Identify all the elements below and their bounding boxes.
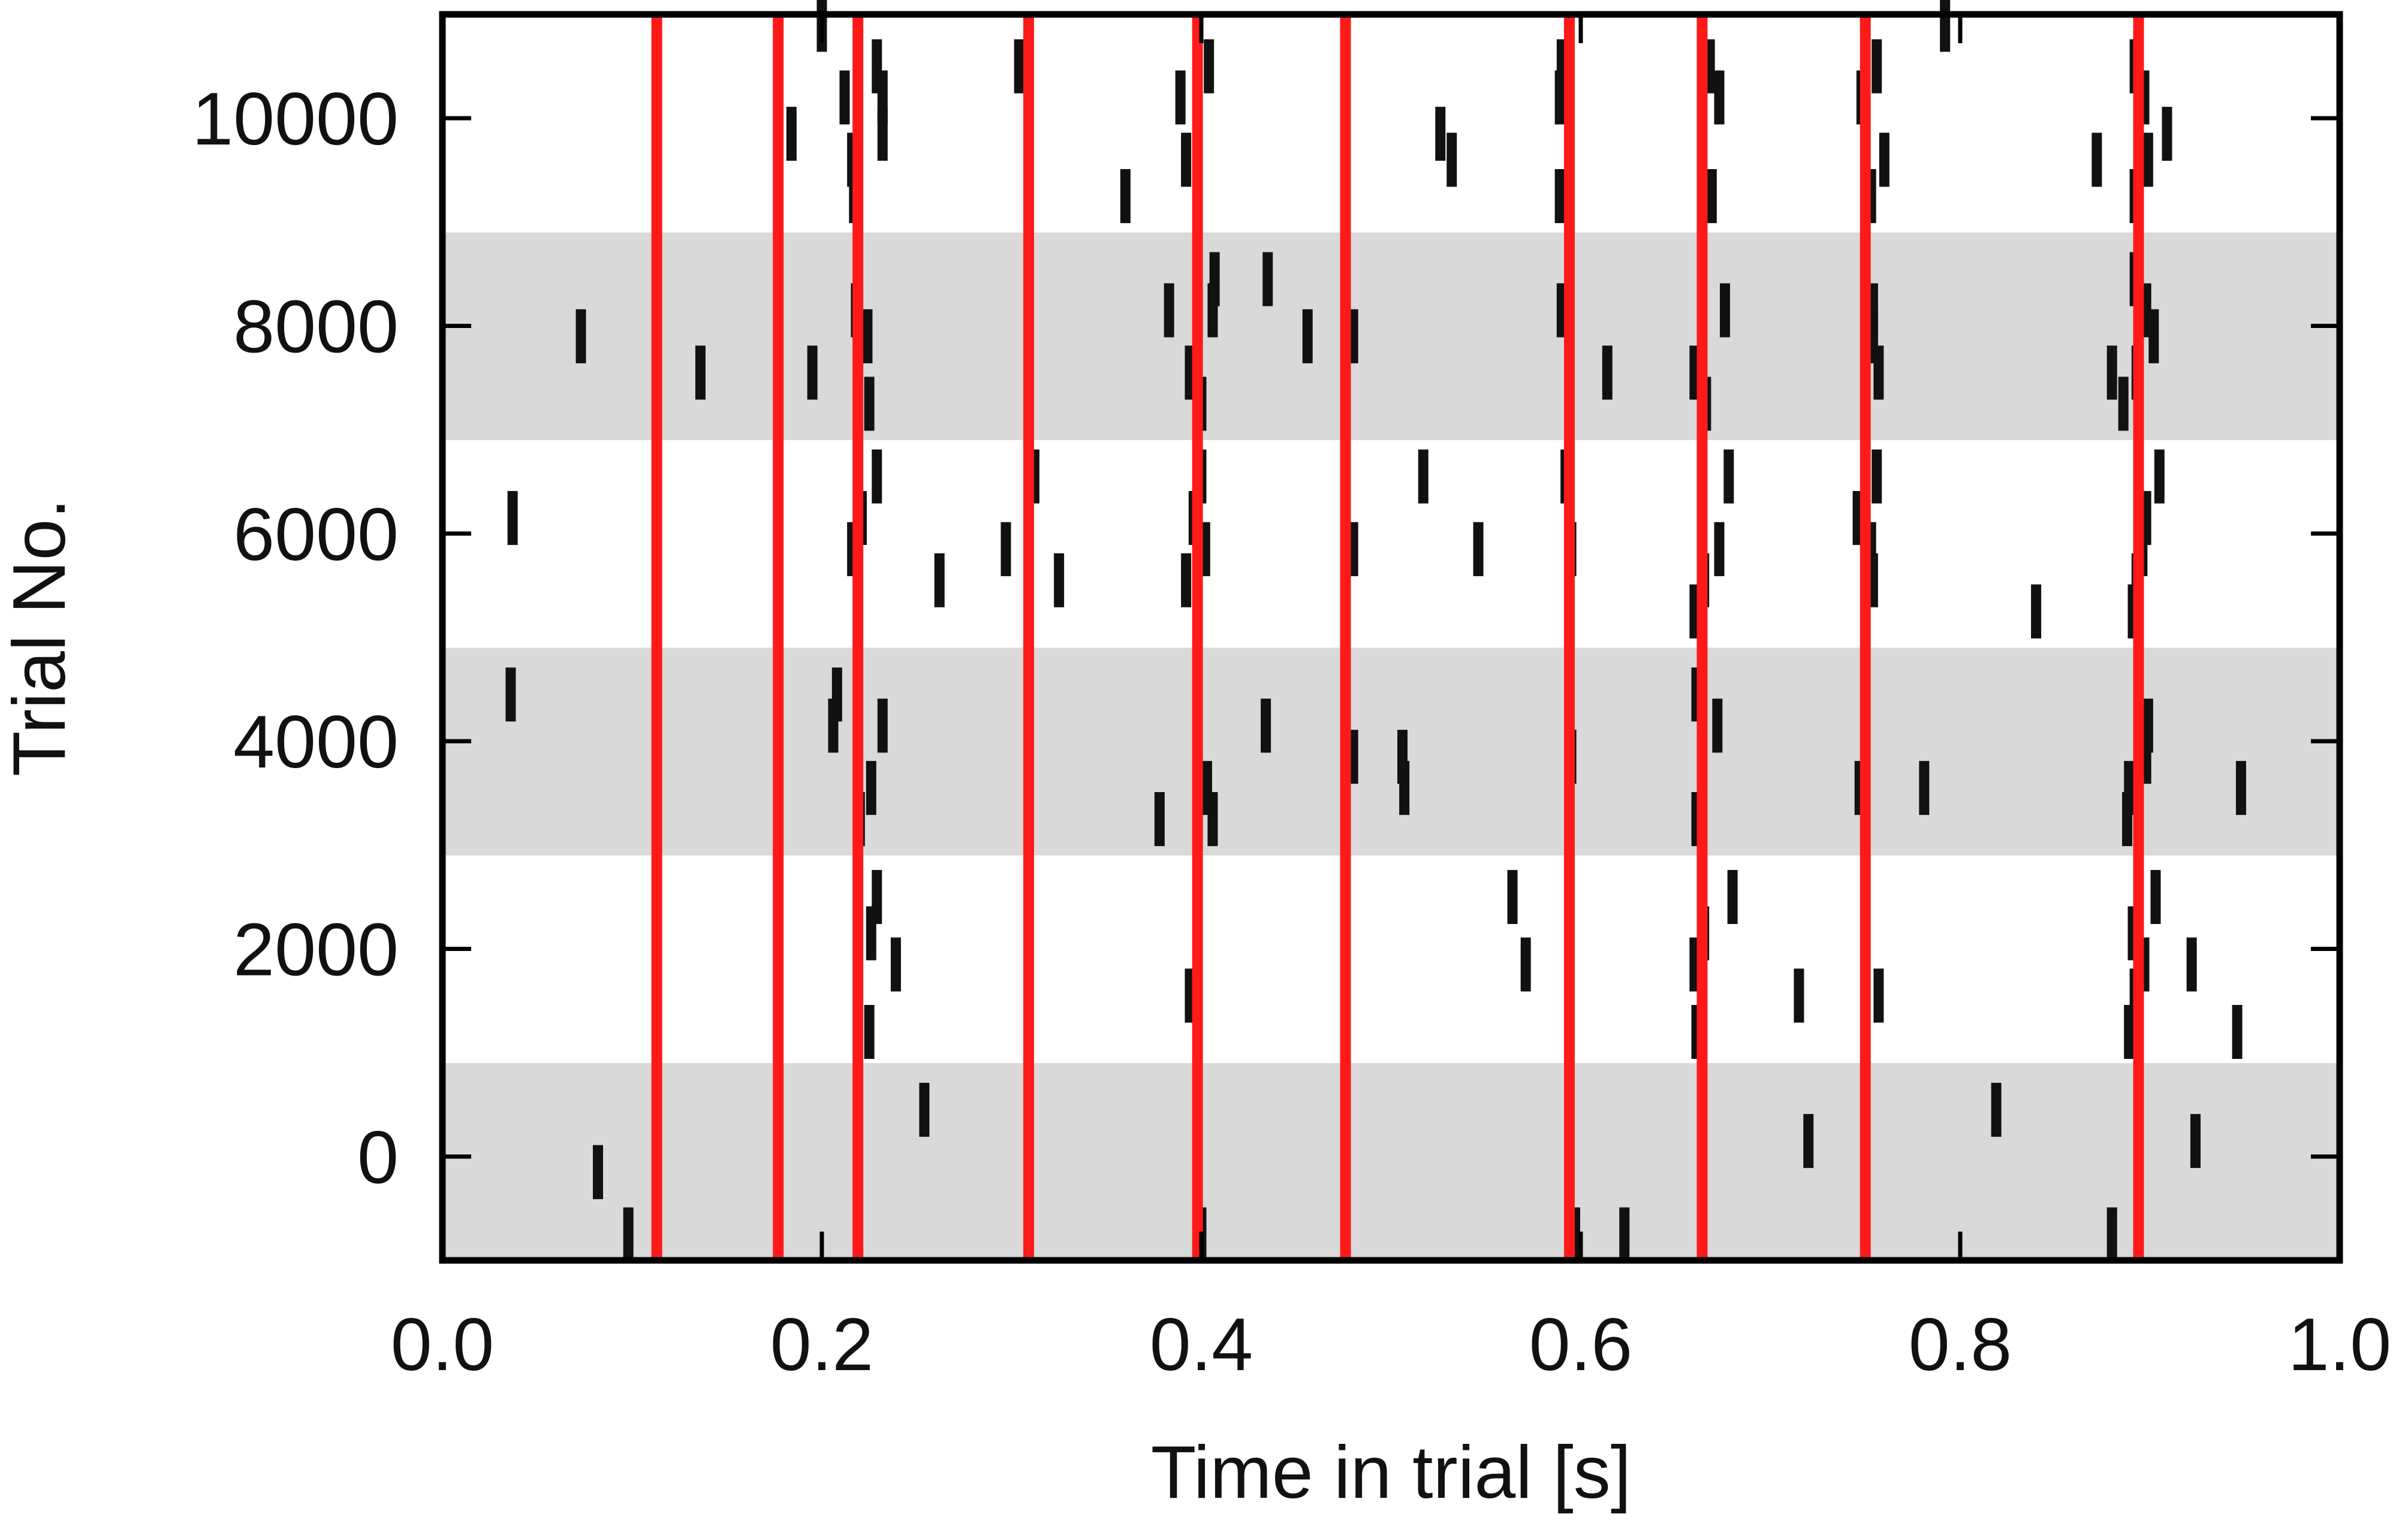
- x-tick-label: 0.2: [770, 1304, 873, 1386]
- x-tick-label: 0.4: [1150, 1304, 1253, 1386]
- y-tick-label: 2000: [233, 909, 399, 992]
- background-band-2: [442, 232, 2340, 440]
- y-axis-title: Trial No.: [0, 498, 81, 776]
- y-tick-labels: 0 2000 4000 6000 8000 10000: [192, 78, 399, 1199]
- axis-ticks: [440, 14, 2342, 1260]
- y-tick-label: 0: [357, 1116, 399, 1199]
- y-tick-label: 4000: [233, 701, 399, 784]
- plot-frame: [439, 11, 2343, 1264]
- y-tick-label: 6000: [233, 493, 399, 576]
- x-tick-labels: 0.0 0.2 0.4 0.6 0.8 1.0: [391, 1304, 2391, 1386]
- background-band-0: [442, 1063, 2340, 1260]
- x-tick-label: 0.0: [391, 1304, 494, 1386]
- reference-lines: [651, 14, 2144, 1260]
- x-tick-label: 1.0: [2288, 1304, 2391, 1386]
- y-tick-label: 10000: [192, 78, 399, 161]
- x-tick-label: 0.8: [1909, 1304, 2012, 1386]
- x-axis-title: Time in trial [s]: [1151, 1431, 1632, 1514]
- x-tick-label: 0.6: [1529, 1304, 1632, 1386]
- background-band-1: [442, 648, 2340, 856]
- background-bands: [442, 232, 2340, 1260]
- y-tick-label: 8000: [233, 286, 399, 369]
